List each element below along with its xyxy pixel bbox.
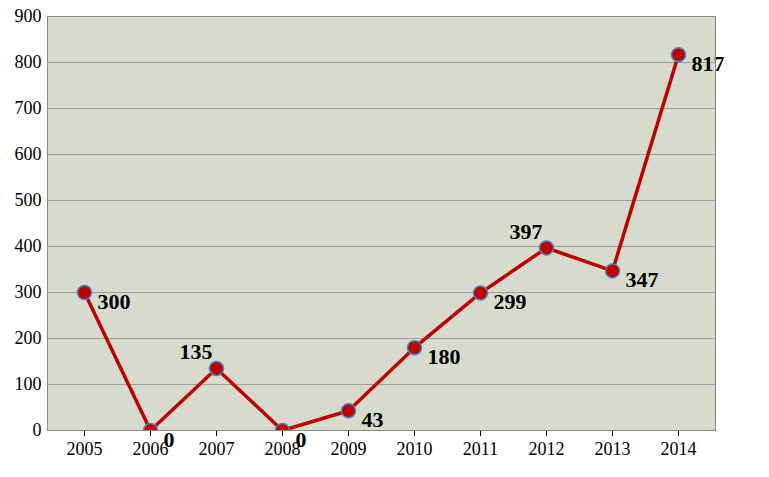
svg-text:400: 400 — [15, 236, 42, 256]
svg-text:135: 135 — [180, 339, 213, 364]
svg-text:2011: 2011 — [463, 439, 498, 459]
svg-text:0: 0 — [33, 420, 42, 440]
svg-text:700: 700 — [15, 98, 42, 118]
svg-text:817: 817 — [692, 51, 725, 76]
svg-text:2009: 2009 — [331, 439, 367, 459]
svg-text:300: 300 — [15, 282, 42, 302]
svg-text:2013: 2013 — [595, 439, 631, 459]
svg-text:347: 347 — [626, 267, 659, 292]
svg-text:180: 180 — [428, 344, 461, 369]
svg-text:2012: 2012 — [529, 439, 565, 459]
svg-text:300: 300 — [98, 289, 131, 314]
svg-text:2014: 2014 — [661, 439, 697, 459]
svg-text:2007: 2007 — [199, 439, 235, 459]
svg-text:100: 100 — [15, 374, 42, 394]
svg-text:500: 500 — [15, 190, 42, 210]
svg-text:0: 0 — [163, 426, 175, 452]
svg-text:2008: 2008 — [264, 439, 301, 460]
svg-text:2005: 2005 — [67, 439, 103, 459]
svg-text:2006: 2006 — [132, 439, 169, 460]
svg-text:900: 900 — [15, 6, 42, 26]
svg-text:2010: 2010 — [397, 439, 433, 459]
svg-text:0: 0 — [295, 426, 307, 452]
svg-text:600: 600 — [15, 144, 42, 164]
svg-text:397: 397 — [510, 219, 543, 244]
svg-text:200: 200 — [15, 328, 42, 348]
svg-text:800: 800 — [15, 52, 42, 72]
svg-text:43: 43 — [362, 407, 384, 432]
svg-text:299: 299 — [494, 289, 527, 314]
